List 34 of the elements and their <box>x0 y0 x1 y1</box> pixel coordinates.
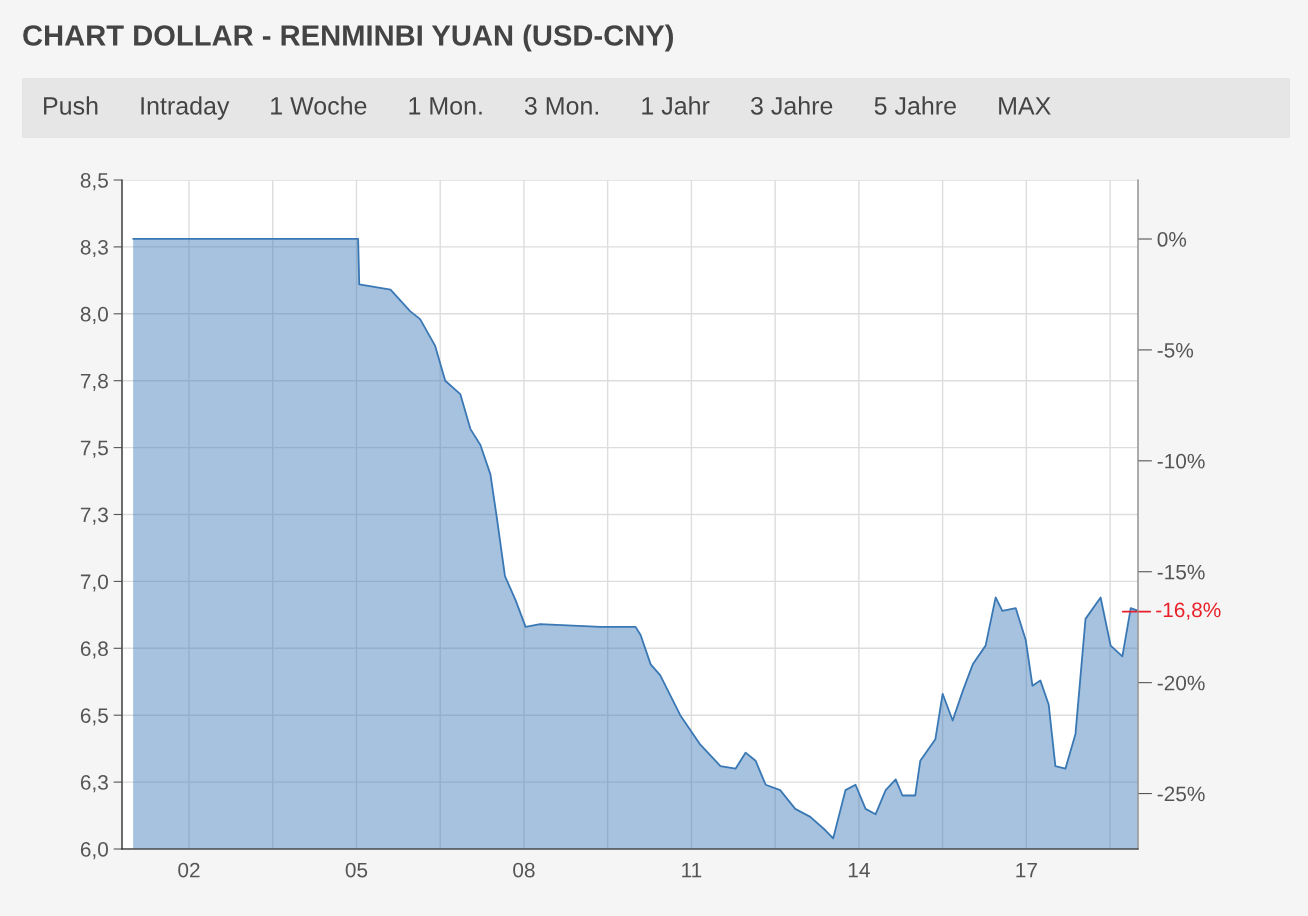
ref-line-label: -16,8% <box>1156 602 1221 620</box>
y2-tick-label: -15% <box>1157 564 1205 580</box>
y-tick-label: 8,5 <box>80 173 108 191</box>
y-tick-label: 8,3 <box>80 239 108 258</box>
y2-tick-label: -20% <box>1157 675 1205 691</box>
y2-tick-label: -5% <box>1157 343 1194 358</box>
y-tick-label: 6,0 <box>80 842 108 860</box>
text: Intraday <box>141 96 230 120</box>
x-tick-label: 08 <box>513 862 535 878</box>
y-tick-label: 7,3 <box>80 507 108 525</box>
y2-tick-label: 0% <box>1157 232 1187 247</box>
x-tick-label: 11 <box>682 862 702 878</box>
y-tick-label: 6,3 <box>80 775 108 793</box>
x-tick-label: 17 <box>1016 862 1037 878</box>
x-tick-label: 02 <box>178 862 200 878</box>
text: 1 Mon. <box>409 97 482 115</box>
y-tick-label: 7,5 <box>80 440 108 458</box>
y2-tick-label: -10% <box>1157 453 1205 469</box>
chart-title: CHART DOLLAR - RENMINBI YUAN (USD-CNY) <box>23 24 673 52</box>
text: 3 Mon. <box>524 97 599 115</box>
text: 3 Jahre <box>750 96 833 115</box>
x-tick-label: 14 <box>848 862 870 878</box>
text: 1 Jahr <box>642 96 710 115</box>
text: Push <box>44 96 98 115</box>
text: 1 Woche <box>271 96 367 115</box>
y2-tick-label: -25% <box>1157 786 1205 802</box>
y-tick-label: 7,0 <box>80 574 108 592</box>
x-tick-label: 05 <box>345 862 368 878</box>
text: 5 Jahre <box>874 96 956 115</box>
y-tick-label: 6,5 <box>80 708 108 726</box>
y-tick-label: 6,8 <box>80 641 108 659</box>
text: MAX <box>999 97 1051 115</box>
y-tick-label: 7,8 <box>80 373 108 391</box>
y-tick-label: 8,0 <box>80 306 108 325</box>
